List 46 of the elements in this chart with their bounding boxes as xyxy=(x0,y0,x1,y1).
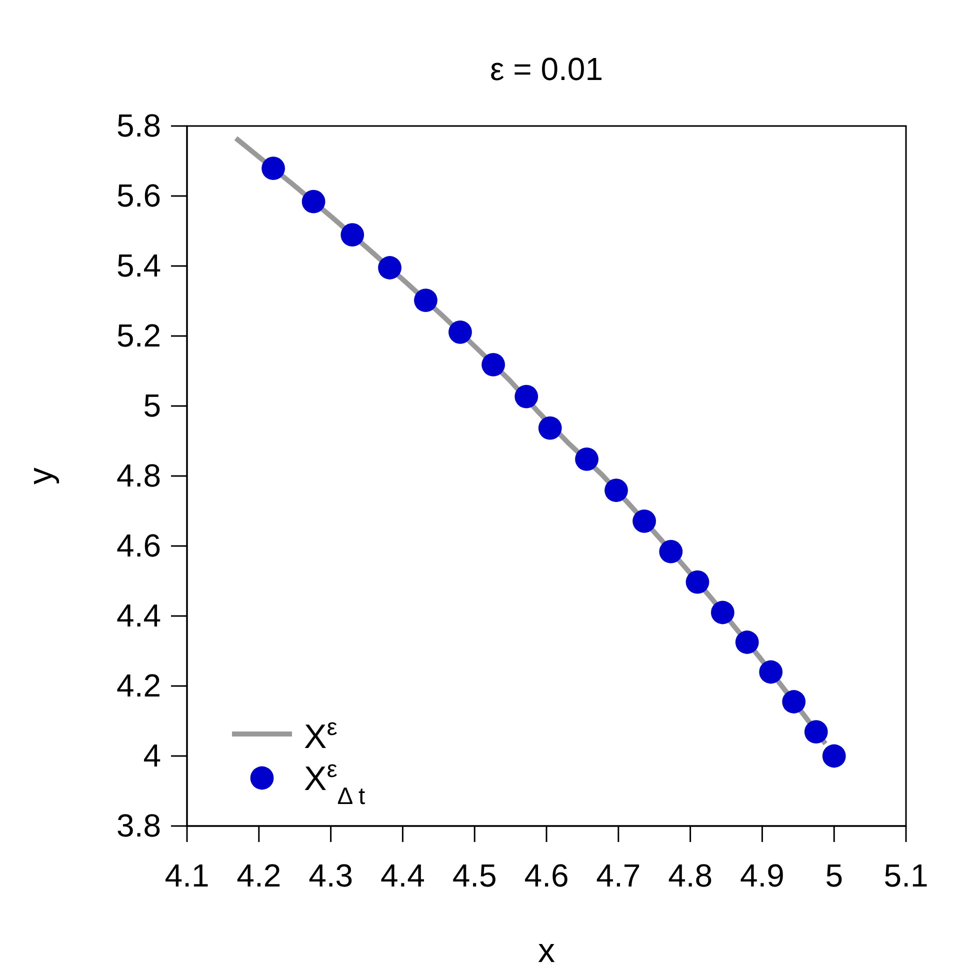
y-tick-label: 5.6 xyxy=(116,177,161,214)
x-axis-title: x xyxy=(538,932,555,970)
point xyxy=(604,478,628,502)
x-tick-label: 5 xyxy=(825,858,843,894)
x-tick-label: 4.2 xyxy=(236,858,282,894)
x-tick-label: 4.7 xyxy=(596,858,641,894)
y-tick-label: 5.2 xyxy=(116,317,161,354)
point xyxy=(782,690,806,714)
point xyxy=(448,320,472,344)
x-tick-label: 4.4 xyxy=(380,858,425,894)
point xyxy=(759,660,783,684)
y-tick-label: 5 xyxy=(143,387,161,424)
y-tick-label: 4.2 xyxy=(116,667,161,704)
point xyxy=(659,540,683,564)
y-tick-label: 4.6 xyxy=(116,527,161,564)
point xyxy=(575,448,598,471)
point xyxy=(514,384,538,408)
x-tick-label: 4.9 xyxy=(740,858,784,894)
y-tick-label: 5.8 xyxy=(116,107,161,144)
point xyxy=(302,190,326,214)
point xyxy=(538,416,562,440)
legend-label: X$^{ε}$ xyxy=(304,714,338,756)
y-tick-label: 3.8 xyxy=(116,807,161,844)
x-tick-label: 4.3 xyxy=(308,858,354,894)
x-tick-label: 5.1 xyxy=(884,858,928,894)
point xyxy=(710,600,734,624)
y-tick-label: 4.4 xyxy=(116,597,161,634)
point xyxy=(822,744,846,768)
point xyxy=(482,353,505,376)
point xyxy=(632,509,656,533)
chart-title: ε = 0.01 xyxy=(490,51,604,87)
point xyxy=(686,570,710,594)
point xyxy=(414,288,438,312)
x-tick-label: 4.8 xyxy=(668,858,713,894)
y-tick-label: 4 xyxy=(143,737,161,774)
point xyxy=(735,630,759,654)
x-tick-label: 4.6 xyxy=(524,858,569,894)
x-tick-label: 4.1 xyxy=(164,858,210,894)
y-axis-title: y xyxy=(22,468,60,484)
y-tick-label: 5.4 xyxy=(116,247,161,284)
point xyxy=(262,156,285,180)
y-tick-label: 4.8 xyxy=(116,457,161,494)
x-tick-label: 4.5 xyxy=(452,858,497,894)
point xyxy=(378,256,402,280)
point xyxy=(340,223,364,247)
point xyxy=(804,720,828,744)
